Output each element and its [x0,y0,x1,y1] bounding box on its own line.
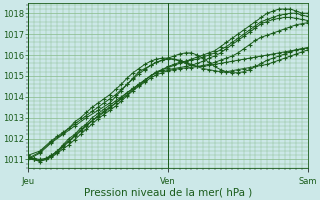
X-axis label: Pression niveau de la mer( hPa ): Pression niveau de la mer( hPa ) [84,187,252,197]
